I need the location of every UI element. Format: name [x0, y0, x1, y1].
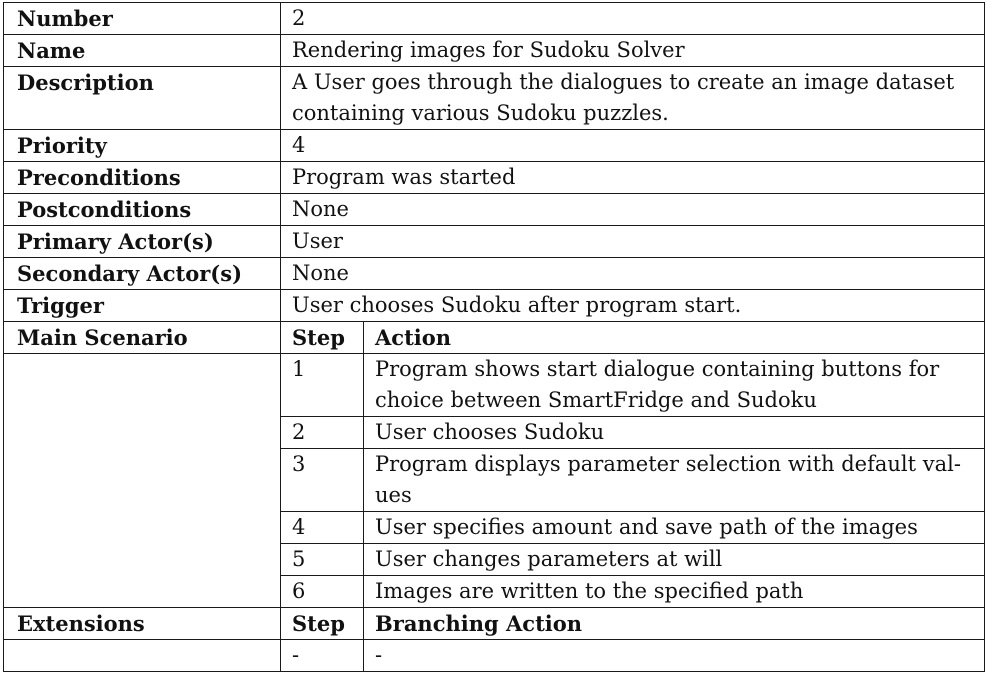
row-main-scenario-header: Main Scenario Step Action: [3, 321, 985, 354]
main-scenario-step-header: Step: [280, 321, 364, 354]
priority-value: 4: [280, 129, 985, 162]
extensions-label: Extensions: [3, 607, 281, 640]
row-name: Name Rendering images for Sudoku Solver: [3, 34, 985, 67]
extensions-action-header: Branching Action: [363, 607, 985, 640]
scenario-step-number: 2: [280, 416, 364, 449]
row-primary-actor: Primary Actor(s) User: [3, 225, 985, 258]
name-value: Rendering images for Sudoku Solver: [280, 34, 985, 67]
main-scenario-label: Main Scenario: [3, 321, 281, 354]
extensions-blank-cell: [3, 639, 281, 672]
row-priority: Priority 4: [3, 129, 985, 162]
extension-step-row: - -: [3, 639, 985, 672]
scenario-step-number: 4: [280, 511, 364, 544]
scenario-step-row: 6 Images are written to the specified pa…: [4, 575, 985, 608]
row-secondary-actor: Secondary Actor(s) None: [3, 257, 985, 290]
scenario-step-number: 3: [280, 448, 364, 512]
trigger-label: Trigger: [3, 289, 281, 322]
scenario-step-row: 5 User changes parameters at will: [4, 543, 985, 576]
extension-step-action: -: [363, 639, 985, 672]
preconditions-value: Program was started: [280, 161, 985, 194]
secondary-actor-label: Secondary Actor(s): [3, 257, 281, 290]
scenario-step-action: User changes parameters at will: [363, 543, 985, 576]
row-number: Number 2: [3, 2, 985, 35]
scenario-step-number: 5: [280, 543, 364, 576]
preconditions-label: Preconditions: [3, 161, 281, 194]
scenario-step-action: Images are written to the specified path: [363, 575, 985, 608]
description-label: Description: [3, 66, 281, 130]
scenario-step-row: 3 Program displays parameter selection w…: [4, 448, 985, 512]
scenario-step-action: User specifies amount and save path of t…: [363, 511, 985, 544]
trigger-value: User chooses Sudoku after program start.: [280, 289, 985, 322]
extension-step-number: -: [280, 639, 364, 672]
secondary-actor-value: None: [280, 257, 985, 290]
scenario-step-number: 6: [280, 575, 364, 608]
scenario-step-row: 2 User chooses Sudoku: [4, 416, 985, 449]
scenario-step-number: 1: [280, 353, 364, 417]
postconditions-label: Postconditions: [3, 193, 281, 226]
scenario-step-row: 1 Program shows start dialogue containin…: [3, 353, 985, 608]
row-postconditions: Postconditions None: [3, 193, 985, 226]
extensions-step-header: Step: [280, 607, 364, 640]
number-value: 2: [280, 2, 985, 35]
scenario-step-action: User chooses Sudoku: [363, 416, 985, 449]
row-trigger: Trigger User chooses Sudoku after progra…: [3, 289, 985, 322]
scenario-step-action: Program shows start dialogue containing …: [363, 353, 985, 417]
primary-actor-value: User: [280, 225, 985, 258]
scenario-step-action: Program displays parameter selection wit…: [363, 448, 985, 512]
description-value: A User goes through the dialogues to cre…: [280, 66, 985, 130]
postconditions-value: None: [280, 193, 985, 226]
primary-actor-label: Primary Actor(s): [3, 225, 281, 258]
row-preconditions: Preconditions Program was started: [3, 161, 985, 194]
scenario-step-row: 4 User specifies amount and save path of…: [4, 511, 985, 544]
row-description: Description A User goes through the dial…: [3, 66, 985, 130]
main-scenario-action-header: Action: [363, 321, 985, 354]
main-scenario-blank-cell: [3, 353, 281, 608]
number-label: Number: [3, 2, 281, 35]
priority-label: Priority: [3, 129, 281, 162]
row-extensions-header: Extensions Step Branching Action: [3, 607, 985, 640]
use-case-table: Number 2 Name Rendering images for Sudok…: [3, 2, 985, 672]
name-label: Name: [3, 34, 281, 67]
